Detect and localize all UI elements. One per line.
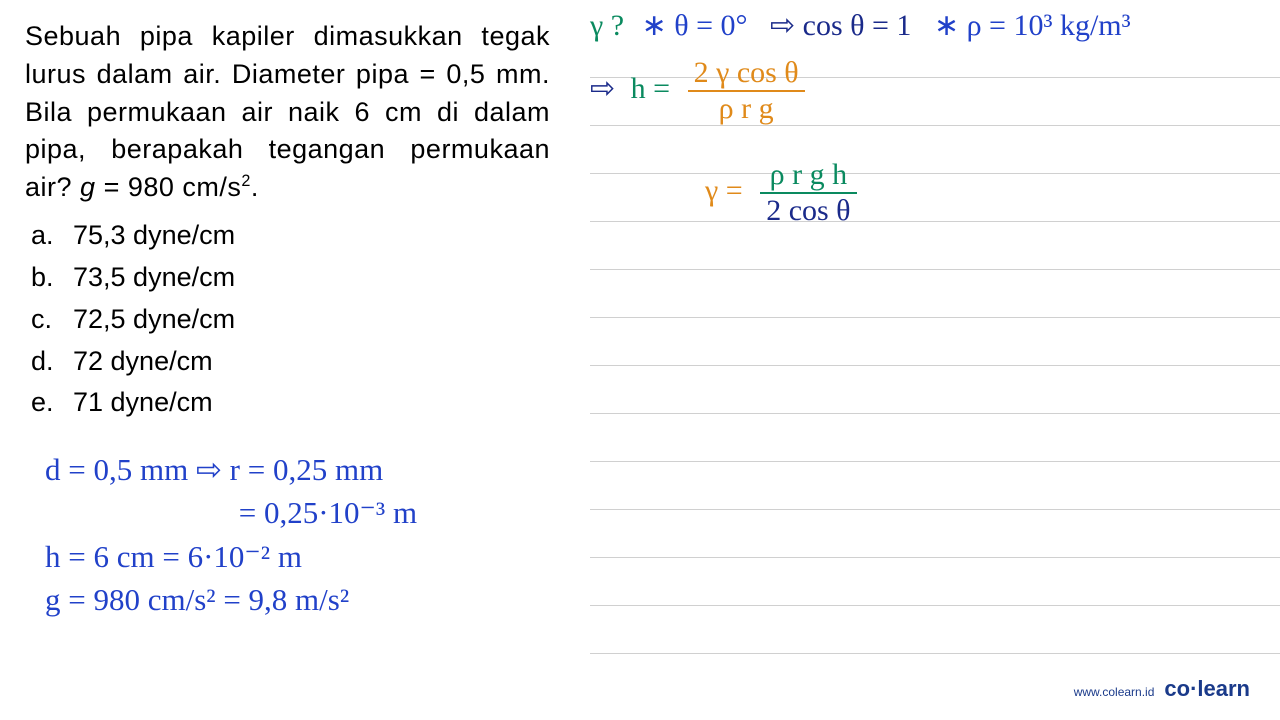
paper-line — [590, 126, 1280, 174]
h-equals: h = — [631, 72, 670, 105]
option-label: d. — [25, 341, 73, 383]
paper-line — [590, 606, 1280, 654]
handwritten-given-values: d = 0,5 mm ⇨ r = 0,25 mm = 0,25·10⁻³ m h… — [45, 448, 417, 622]
paper-line — [590, 222, 1280, 270]
answer-option: e.71 dyne/cm — [25, 382, 550, 424]
theta-zero: ∗ θ = 0° — [642, 9, 748, 42]
answer-option: c.72,5 dyne/cm — [25, 299, 550, 341]
arrow-icon: ⇨ — [590, 72, 615, 105]
hw-line-d: d = 0,5 mm ⇨ r = 0,25 mm — [45, 448, 417, 491]
hw-line-r2: = 0,25·10⁻³ m — [45, 491, 417, 534]
option-text: 72 dyne/cm — [73, 341, 213, 383]
rho-value: ∗ ρ = 10³ kg/m³ — [934, 9, 1131, 42]
option-text: 72,5 dyne/cm — [73, 299, 235, 341]
option-label: e. — [25, 382, 73, 424]
hw-line-h: h = 6 cm = 6·10⁻² m — [45, 535, 417, 578]
answer-option: a.75,3 dyne/cm — [25, 215, 550, 257]
answer-option: b.73,5 dyne/cm — [25, 257, 550, 299]
capillary-formula: 2 γ cos θ ρ r g — [688, 56, 805, 126]
question-text: Sebuah pipa kapiler dimasukkan tegak lur… — [25, 18, 550, 207]
option-text: 73,5 dyne/cm — [73, 257, 235, 299]
paper-line — [590, 510, 1280, 558]
answer-option: d.72 dyne/cm — [25, 341, 550, 383]
paper-line — [590, 462, 1280, 510]
option-label: a. — [25, 215, 73, 257]
paper-line — [590, 414, 1280, 462]
watermark-brand: co·learn — [1164, 676, 1250, 702]
hw-line-g: g = 980 cm/s² = 9,8 m/s² — [45, 578, 417, 621]
gamma-formula: ρ r g h 2 cos θ — [760, 158, 856, 228]
answer-options: a.75,3 dyne/cmb.73,5 dyne/cmc.72,5 dyne/… — [25, 215, 550, 424]
paper-line — [590, 558, 1280, 606]
paper-line — [590, 270, 1280, 318]
paper-line — [590, 318, 1280, 366]
gamma-equals: γ = — [705, 174, 743, 207]
cos-theta-one: ⇨ cos θ = 1 — [770, 9, 911, 42]
option-text: 75,3 dyne/cm — [73, 215, 235, 257]
option-label: c. — [25, 299, 73, 341]
paper-line — [590, 174, 1280, 222]
option-label: b. — [25, 257, 73, 299]
paper-line — [590, 366, 1280, 414]
gamma-question: γ ? — [590, 9, 624, 42]
option-text: 71 dyne/cm — [73, 382, 213, 424]
watermark-url: www.colearn.id — [1074, 685, 1155, 699]
watermark: www.colearn.id co·learn — [1074, 676, 1250, 702]
